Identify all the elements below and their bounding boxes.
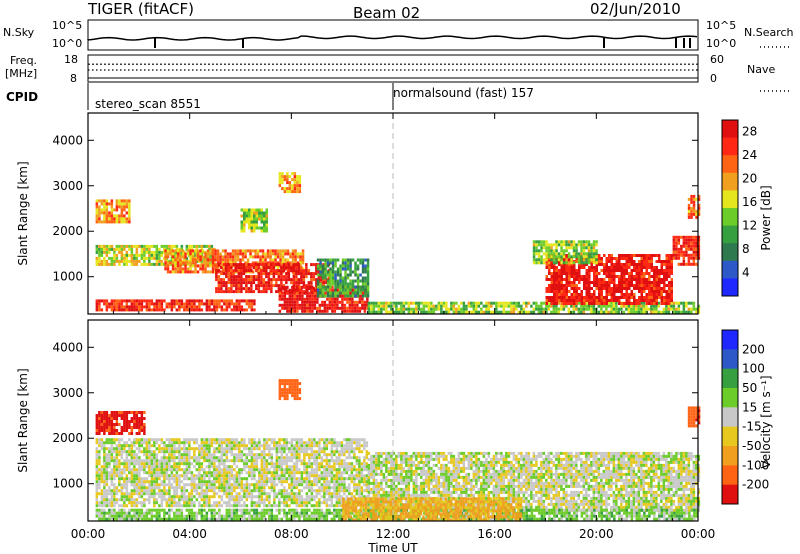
power-region-6 [95,199,131,224]
cpid-segment-1: stereo_scan 8551 [95,97,201,111]
power-heatmap [95,172,701,314]
velocity-cbar-swatch-2 [722,368,738,389]
xtick-label-1: 04:00 [172,527,207,541]
power-cbar-frame [721,119,739,297]
ytick-label-1-1: 2000 [52,431,83,445]
ylabel-0: Slant Range [km] [16,161,30,265]
velocity-cbar-tick-5: -50 [742,439,762,453]
ytick-label-1-0: 1000 [52,477,83,491]
freq-panel-frame [87,54,699,83]
power-cbar-label: Power [dB] [759,185,773,250]
ytick-label-0-2: 3000 [52,179,83,193]
nsearch-label: N.Search [744,26,794,39]
nave-bottom-tick: 0 [710,72,717,85]
power-cbar-tick-6: 28 [742,125,757,139]
velocity-cbar-swatch-5 [722,426,738,447]
power-cbar-swatch-9 [722,278,738,297]
freq-unit-label: [MHz] [5,67,38,80]
power-region-5 [316,258,370,298]
nave-label: Nave [747,63,776,76]
velocity-cbar-tick-1: 100 [742,362,765,376]
power-cbar-tick-5: 24 [742,148,757,162]
xtick-label-0: 00:00 [71,527,106,541]
power-region-12 [672,235,701,266]
ylabel-1: Slant Range [km] [16,368,30,472]
date-title: 02/Jun/2010 [590,0,681,18]
info-panels [87,19,792,110]
velocity-cbar-swatch-0 [722,330,738,350]
ytick-label-1-3: 4000 [52,340,83,354]
ytick-label-0-1: 2000 [52,224,83,238]
velocity-cbar-tick-3: 15 [742,400,757,414]
freq-top-tick: 18 [64,53,78,66]
xtick-label-5: 20:00 [579,527,614,541]
xtick-label-6: 00:00 [681,527,716,541]
power-region-8 [240,208,268,233]
velocity-cbar-swatch-8 [722,484,738,505]
colorbars: 4 8 12 16 20 24 28 Power [dB] 200 100 50 15 -15 -50 -1… [721,119,773,505]
power-cbar-swatch-7 [722,243,738,262]
nsearch-top-tick: 10^5 [706,19,737,32]
freq-label: Freq. [10,54,38,67]
velocity-cbar-swatch-7 [722,465,738,486]
xtick-label-2: 08:00 [274,527,309,541]
velocity-cbar-swatch-1 [722,349,738,370]
velocity-heatmap [95,379,701,522]
velocity-cbar-label: Velocity [m s⁻¹] [759,375,773,468]
nsky-label: N.Sky [3,26,35,39]
power-cbar-swatch-3 [722,172,738,191]
cpid-label: CPID [6,90,39,104]
velocity-cbar-tick-7: -200 [742,478,769,492]
power-region-11 [532,240,598,265]
velocity-cbar-tick-4: -15 [742,420,762,434]
nave-top-tick: 60 [710,53,724,66]
power-cbar-swatch-2 [722,155,738,174]
axes: 1000 2000 3000 4000 Slant Range [km] 1000 2000… [16,112,716,554]
velocity-region-5 [278,379,302,401]
velocity-cbar-swatch-6 [722,446,738,466]
velocity-region-2 [367,451,701,512]
power-cbar-swatch-1 [722,137,738,156]
nsky-panel-frame [87,19,699,51]
power-cbar-swatch-8 [722,260,738,279]
ytick-label-0-3: 4000 [52,133,83,147]
velocity-cbar-tick-2: 50 [742,381,757,395]
velocity-region-4 [342,497,523,522]
power-cbar-tick-2: 12 [742,219,757,233]
velocity-cbar-tick-6: -100 [742,458,769,472]
power-cbar-swatch-5 [722,208,738,227]
velocity-region-6 [687,406,701,428]
nsearch-bottom-tick: 10^0 [706,37,737,50]
velocity-cbar-swatch-4 [722,407,738,428]
power-cbar-swatch-0 [722,120,738,139]
velocity-region-1 [95,438,369,508]
xlabel: Time UT [367,541,418,554]
power-cbar-tick-4: 20 [742,172,757,186]
power-region-9 [367,301,701,314]
velocity-cbar-tick-0: 200 [742,342,765,356]
power-cbar-swatch-6 [722,225,738,244]
velocity-region-0 [95,411,146,435]
xtick-label-3: 12:00 [376,527,411,541]
beam-title: Beam 02 [353,4,421,22]
ytick-label-0-0: 1000 [52,270,83,284]
freq-bottom-tick: 8 [70,72,77,85]
nsky-trace [87,35,698,41]
power-cbar-tick-1: 8 [742,242,750,256]
station-title: TIGER (fitACF) [88,0,195,18]
power-region-0 [95,299,256,312]
cpid-segment-2: normalsound (fast) 157 [393,86,534,100]
power-cbar-swatch-4 [722,190,738,209]
power-cbar-tick-0: 4 [742,266,750,280]
nsky-top-tick: 10^5 [52,19,83,32]
velocity-cbar-frame [721,329,739,505]
power-region-7 [278,172,302,194]
power-cbar-tick-3: 16 [742,195,757,209]
xtick-label-4: 16:00 [477,527,512,541]
ytick-label-1-2: 3000 [52,386,83,400]
power-region-13 [687,194,701,219]
nsky-bottom-tick: 10^0 [52,37,83,50]
velocity-cbar-swatch-3 [722,388,738,408]
